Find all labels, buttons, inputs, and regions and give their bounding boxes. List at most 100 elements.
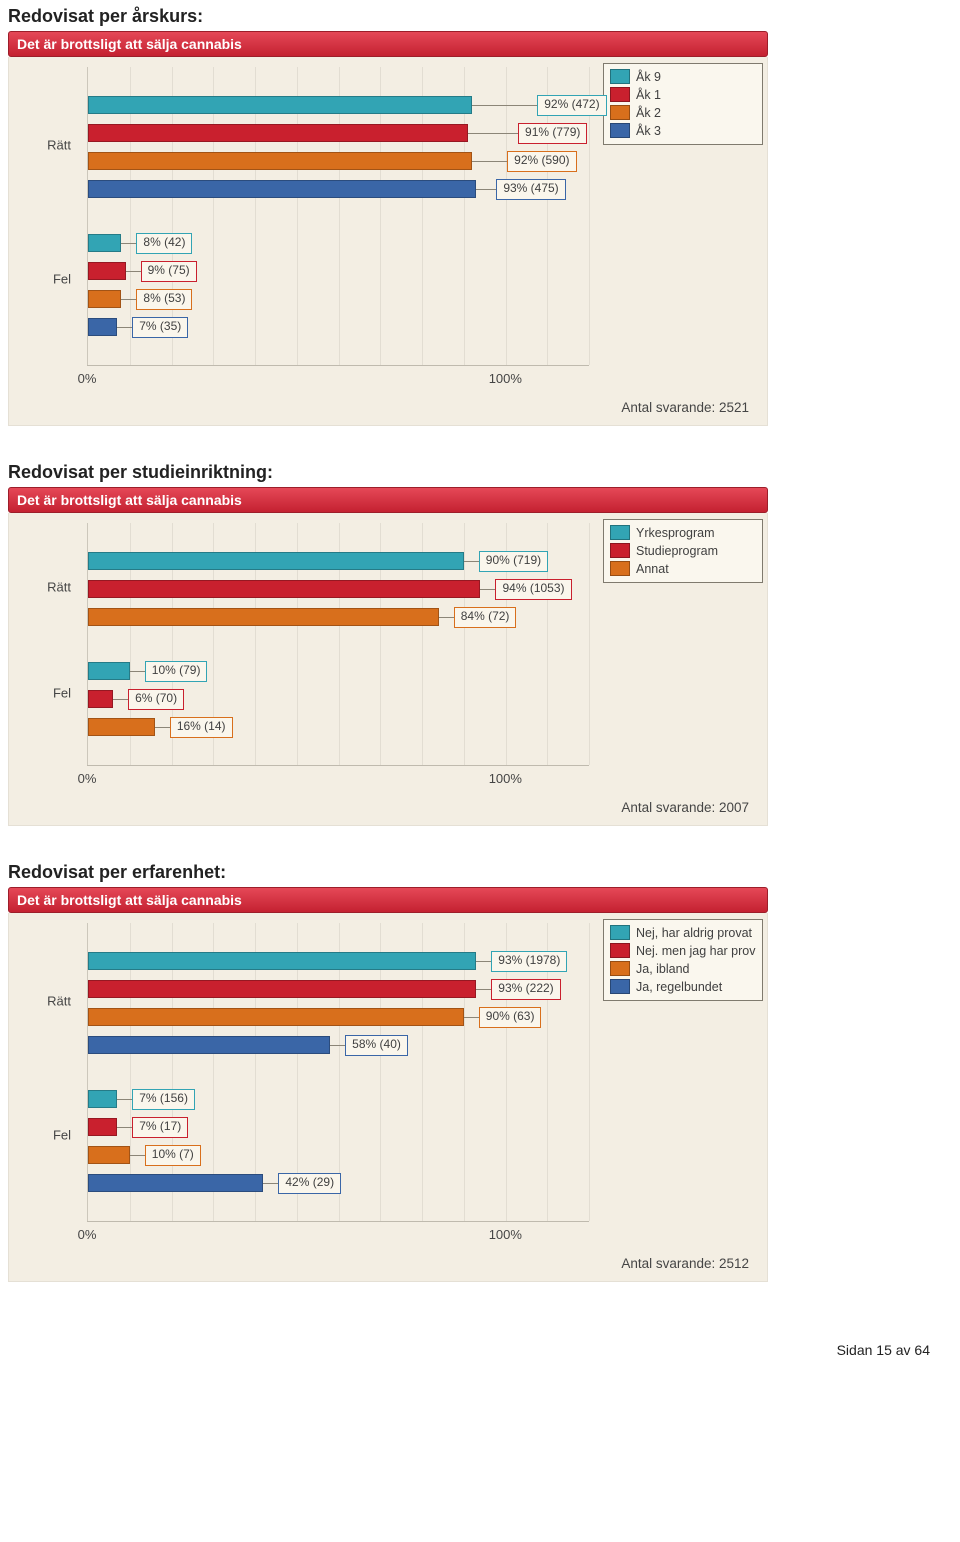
legend-swatch bbox=[610, 105, 630, 120]
legend-swatch bbox=[610, 943, 630, 958]
bar-value-label: 7% (156) bbox=[132, 1089, 195, 1110]
x-axis: 0%100% bbox=[87, 1224, 589, 1248]
bar-label-connector bbox=[464, 1017, 479, 1018]
bar-row: 90% (63) bbox=[88, 1005, 589, 1029]
bar-row: 58% (40) bbox=[88, 1033, 589, 1057]
bar-row: 7% (35) bbox=[88, 315, 589, 339]
plot-area: 93% (1978) 93% (222) 90% (63) 58% (40) 7% (1… bbox=[87, 923, 589, 1221]
x-axis-rule bbox=[87, 1221, 589, 1222]
chart-body: Åk 9Åk 1Åk 2Åk 392% (472)91% (779)92% (5… bbox=[8, 57, 768, 426]
legend-label: Åk 3 bbox=[636, 124, 661, 138]
bar-label-connector bbox=[121, 299, 136, 300]
bars-container: 92% (472)91% (779)92% (590)93% (475)8% (… bbox=[88, 67, 589, 365]
bar-value-label: 16% (14) bbox=[170, 717, 233, 738]
bar-value-label: 90% (63) bbox=[479, 1007, 542, 1028]
bars-container: 93% (1978) 93% (222) 90% (63) 58% (40) 7% (1… bbox=[88, 923, 589, 1221]
group-gap bbox=[88, 67, 589, 89]
bar-label-connector bbox=[113, 699, 128, 700]
group-gap bbox=[88, 633, 589, 655]
bar-value-label: 93% (222) bbox=[491, 979, 560, 1000]
bar bbox=[88, 580, 480, 598]
category-label: Rätt bbox=[11, 580, 71, 595]
bar-value-label: 8% (53) bbox=[136, 289, 192, 310]
bar-row: 10% (7) bbox=[88, 1143, 589, 1167]
chart-body: YrkesprogramStudieprogramAnnat90% (719)9… bbox=[8, 513, 768, 826]
bar-label-connector bbox=[472, 161, 507, 162]
legend-label: Ja, regelbundet bbox=[636, 980, 722, 994]
bar-row: 84% (72) bbox=[88, 605, 589, 629]
bar bbox=[88, 1174, 263, 1192]
group-gap bbox=[88, 343, 589, 365]
plot-area: 90% (719)94% (1053)84% (72)10% (79)6% (7… bbox=[87, 523, 589, 765]
bar bbox=[88, 262, 126, 280]
bar-label-connector bbox=[439, 617, 454, 618]
respondents-count: Antal svarande: 2007 bbox=[17, 792, 759, 819]
bar bbox=[88, 718, 155, 736]
legend-swatch bbox=[610, 87, 630, 102]
bar-label-connector bbox=[476, 189, 496, 190]
bar bbox=[88, 1118, 117, 1136]
bar-value-label: 10% (79) bbox=[145, 661, 208, 682]
bar bbox=[88, 1008, 464, 1026]
chart-block: Det är brottsligt att sälja cannabisÅk 9… bbox=[8, 31, 768, 426]
bar-row: 8% (42) bbox=[88, 231, 589, 255]
bar-value-label: 6% (70) bbox=[128, 689, 184, 710]
legend-label: Åk 2 bbox=[636, 106, 661, 120]
bar bbox=[88, 96, 472, 114]
group-gap bbox=[88, 923, 589, 945]
x-tick-label: 100% bbox=[489, 371, 522, 386]
chart-header: Det är brottsligt att sälja cannabis bbox=[8, 487, 768, 513]
bar-value-label: 92% (472) bbox=[537, 95, 606, 116]
bar-label-connector bbox=[476, 961, 491, 962]
category-label: Fel bbox=[11, 272, 71, 287]
bar bbox=[88, 662, 130, 680]
bar-row: 92% (590) bbox=[88, 149, 589, 173]
group-gap bbox=[88, 1061, 589, 1083]
bar-label-connector bbox=[480, 589, 495, 590]
bar-row: 93% (475) bbox=[88, 177, 589, 201]
bar-label-connector bbox=[476, 989, 491, 990]
category-label: Rätt bbox=[11, 994, 71, 1009]
bar bbox=[88, 980, 476, 998]
section-title: Redovisat per erfarenhet: bbox=[0, 856, 960, 887]
bar bbox=[88, 318, 117, 336]
bar bbox=[88, 234, 121, 252]
legend: Åk 9 Åk 1 Åk 2 Åk 3 bbox=[603, 63, 763, 145]
bar bbox=[88, 1036, 330, 1054]
page-footer: Sidan 15 av 64 bbox=[0, 1312, 960, 1368]
bar-value-label: 58% (40) bbox=[345, 1035, 408, 1056]
bar-value-label: 8% (42) bbox=[136, 233, 192, 254]
bar bbox=[88, 180, 476, 198]
category-label: Rätt bbox=[11, 138, 71, 153]
legend-swatch bbox=[610, 123, 630, 138]
bar-label-connector bbox=[126, 271, 141, 272]
bar-row: 93% (1978) bbox=[88, 949, 589, 973]
bar-value-label: 7% (17) bbox=[132, 1117, 188, 1138]
bar bbox=[88, 124, 468, 142]
bar-value-label: 9% (75) bbox=[141, 261, 197, 282]
legend-label: Ja, ibland bbox=[636, 962, 690, 976]
legend-item: Studieprogram bbox=[610, 543, 756, 558]
legend-item: Åk 9 bbox=[610, 69, 756, 84]
bar-label-connector bbox=[130, 1155, 145, 1156]
legend-label: Åk 9 bbox=[636, 70, 661, 84]
bar-label-connector bbox=[117, 1127, 132, 1128]
bar-value-label: 93% (1978) bbox=[491, 951, 567, 972]
legend-label: Annat bbox=[636, 562, 669, 576]
bar-label-connector bbox=[117, 327, 132, 328]
group-gap bbox=[88, 205, 589, 227]
bar bbox=[88, 152, 472, 170]
legend-item: Ja, ibland bbox=[610, 961, 756, 976]
bar-label-connector bbox=[130, 671, 145, 672]
bar-value-label: 90% (719) bbox=[479, 551, 548, 572]
x-axis: 0%100% bbox=[87, 768, 589, 792]
bar bbox=[88, 552, 464, 570]
gridline bbox=[589, 523, 590, 765]
bar-row: 10% (79) bbox=[88, 659, 589, 683]
bar bbox=[88, 690, 113, 708]
legend-swatch bbox=[610, 543, 630, 558]
legend-item: Åk 1 bbox=[610, 87, 756, 102]
chart-block: Det är brottsligt att sälja cannabisYrke… bbox=[8, 487, 768, 826]
bar-label-connector bbox=[121, 243, 136, 244]
legend: Nej, har aldrig provatNej. men jag har p… bbox=[603, 919, 763, 1001]
